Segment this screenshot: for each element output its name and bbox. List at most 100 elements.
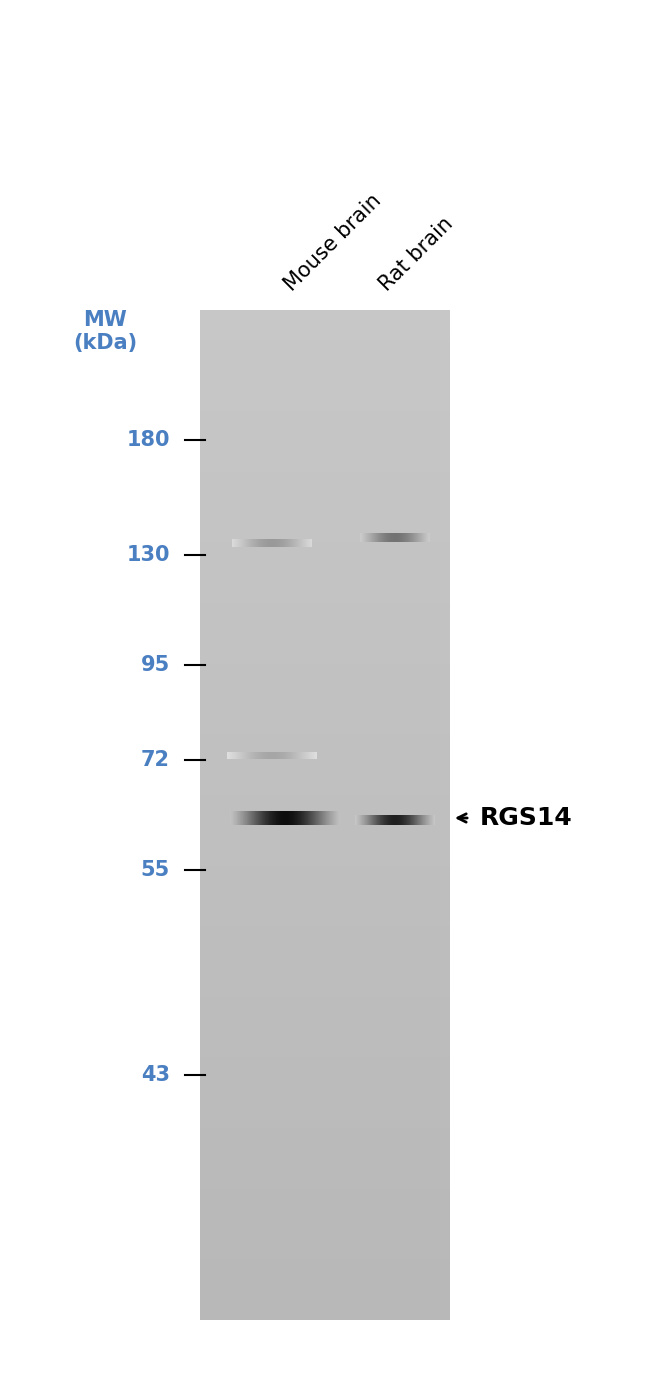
Bar bbox=[200, 633, 450, 643]
Bar bbox=[200, 603, 450, 613]
Bar bbox=[200, 310, 450, 1321]
Bar bbox=[200, 380, 450, 391]
Bar bbox=[200, 815, 450, 825]
Bar bbox=[200, 370, 450, 380]
Text: 95: 95 bbox=[141, 655, 170, 675]
Bar bbox=[200, 1097, 450, 1108]
Bar bbox=[200, 330, 450, 340]
Bar bbox=[200, 734, 450, 745]
Bar bbox=[200, 1279, 450, 1290]
Bar bbox=[200, 785, 450, 795]
Bar bbox=[200, 836, 450, 845]
Bar bbox=[200, 715, 450, 724]
Bar bbox=[200, 391, 450, 401]
Bar bbox=[200, 501, 450, 512]
Bar bbox=[200, 664, 450, 673]
Bar bbox=[200, 694, 450, 704]
Bar bbox=[200, 1179, 450, 1188]
Bar bbox=[200, 401, 450, 410]
Bar bbox=[200, 543, 450, 552]
Bar bbox=[200, 906, 450, 916]
Bar bbox=[200, 673, 450, 684]
Bar bbox=[200, 461, 450, 471]
Bar bbox=[200, 482, 450, 492]
Bar bbox=[200, 1199, 450, 1209]
Bar bbox=[200, 1018, 450, 1027]
Bar bbox=[200, 1058, 450, 1067]
Text: 130: 130 bbox=[127, 545, 170, 565]
Bar bbox=[200, 1078, 450, 1088]
Bar bbox=[200, 764, 450, 775]
Bar bbox=[200, 1188, 450, 1199]
Bar bbox=[200, 452, 450, 461]
Bar bbox=[200, 1270, 450, 1279]
Bar bbox=[200, 421, 450, 431]
Bar bbox=[200, 885, 450, 896]
Bar bbox=[200, 340, 450, 350]
Bar bbox=[200, 806, 450, 815]
Bar bbox=[200, 1249, 450, 1260]
Bar bbox=[200, 522, 450, 532]
Bar bbox=[200, 1260, 450, 1270]
Bar bbox=[200, 1007, 450, 1018]
Bar bbox=[200, 1290, 450, 1300]
Bar bbox=[200, 1108, 450, 1118]
Bar bbox=[200, 936, 450, 946]
Bar bbox=[200, 361, 450, 370]
Bar bbox=[200, 1209, 450, 1219]
Bar bbox=[200, 855, 450, 866]
Bar bbox=[200, 1037, 450, 1048]
Bar bbox=[200, 987, 450, 997]
Bar bbox=[200, 916, 450, 927]
Bar bbox=[200, 471, 450, 482]
Bar bbox=[200, 532, 450, 543]
Bar bbox=[200, 441, 450, 452]
Bar bbox=[200, 997, 450, 1007]
Text: 72: 72 bbox=[141, 750, 170, 770]
Bar bbox=[200, 795, 450, 806]
Bar bbox=[200, 866, 450, 876]
Text: 43: 43 bbox=[141, 1064, 170, 1085]
Bar bbox=[200, 431, 450, 441]
Bar bbox=[200, 654, 450, 664]
Bar bbox=[200, 1128, 450, 1139]
Bar bbox=[200, 573, 450, 582]
Bar bbox=[200, 825, 450, 836]
Bar bbox=[200, 1169, 450, 1179]
Bar bbox=[200, 1300, 450, 1310]
Bar bbox=[200, 319, 450, 330]
Bar bbox=[200, 1148, 450, 1158]
Bar bbox=[200, 410, 450, 421]
Bar bbox=[200, 552, 450, 562]
Bar bbox=[200, 927, 450, 936]
Bar bbox=[200, 1027, 450, 1037]
Bar bbox=[200, 562, 450, 573]
Bar bbox=[200, 1158, 450, 1169]
Bar bbox=[200, 1118, 450, 1128]
Bar bbox=[200, 1088, 450, 1097]
Text: 55: 55 bbox=[141, 861, 170, 880]
Text: Mouse brain: Mouse brain bbox=[281, 190, 385, 295]
Bar bbox=[200, 704, 450, 715]
Bar bbox=[200, 976, 450, 987]
Bar bbox=[200, 1048, 450, 1058]
Bar bbox=[200, 512, 450, 522]
Bar bbox=[200, 582, 450, 593]
Bar bbox=[200, 946, 450, 957]
Bar bbox=[200, 684, 450, 694]
Bar bbox=[200, 492, 450, 501]
Bar bbox=[200, 1310, 450, 1321]
Text: 180: 180 bbox=[127, 430, 170, 450]
Bar bbox=[200, 1239, 450, 1249]
Bar bbox=[200, 957, 450, 967]
Bar bbox=[200, 755, 450, 764]
Text: MW
(kDa): MW (kDa) bbox=[73, 310, 137, 353]
Bar bbox=[200, 775, 450, 785]
Bar bbox=[200, 724, 450, 734]
Bar bbox=[200, 876, 450, 885]
Bar bbox=[200, 624, 450, 633]
Text: Rat brain: Rat brain bbox=[376, 213, 457, 295]
Bar bbox=[200, 593, 450, 603]
Bar bbox=[200, 310, 450, 319]
Bar bbox=[200, 1230, 450, 1239]
